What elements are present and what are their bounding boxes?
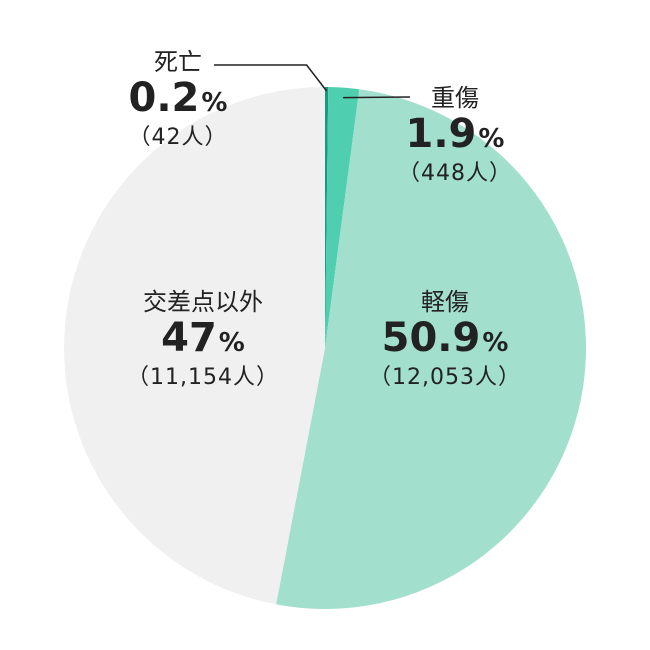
slice-percent-value: 47 [161,315,217,361]
leader-line-serious [343,96,411,99]
slice-death [325,87,329,348]
slice-percent: 1.9% [380,112,530,161]
leader-line-death [214,64,328,92]
leader-lines [214,64,411,99]
slice-light [276,89,587,610]
slice-count: （11,154人） [127,365,279,390]
slice-percent-value: 0.2 [128,75,200,121]
slice-count: （448人） [398,161,512,186]
slice-percent-value: 50.9 [381,315,481,361]
percent-unit: % [218,328,245,358]
slice-percent: 0.2% [108,76,248,125]
slice-count: （42人） [128,125,228,150]
percent-unit: % [482,328,509,358]
slice-percent: 50.9% [360,316,530,365]
slice-label-death: 死亡 0.2% （42人） [108,48,248,151]
slice-name: 軽傷 [421,288,469,316]
slice-label-other: 交差点以外 47% （11,154人） [118,288,288,391]
slice-percent-value: 1.9 [405,111,477,157]
slice-count: （12,053人） [369,365,521,390]
slice-name: 死亡 [154,48,202,76]
slice-name: 重傷 [431,84,479,112]
slice-serious [325,87,360,349]
percent-unit: % [478,124,505,154]
slice-other [64,86,325,605]
pie-slices [64,86,587,610]
slice-percent: 47% [118,316,288,365]
percent-unit: % [201,88,228,118]
slice-label-serious: 重傷 1.9% （448人） [380,84,530,187]
slice-name: 交差点以外 [143,288,263,316]
slice-label-light: 軽傷 50.9% （12,053人） [360,288,530,391]
